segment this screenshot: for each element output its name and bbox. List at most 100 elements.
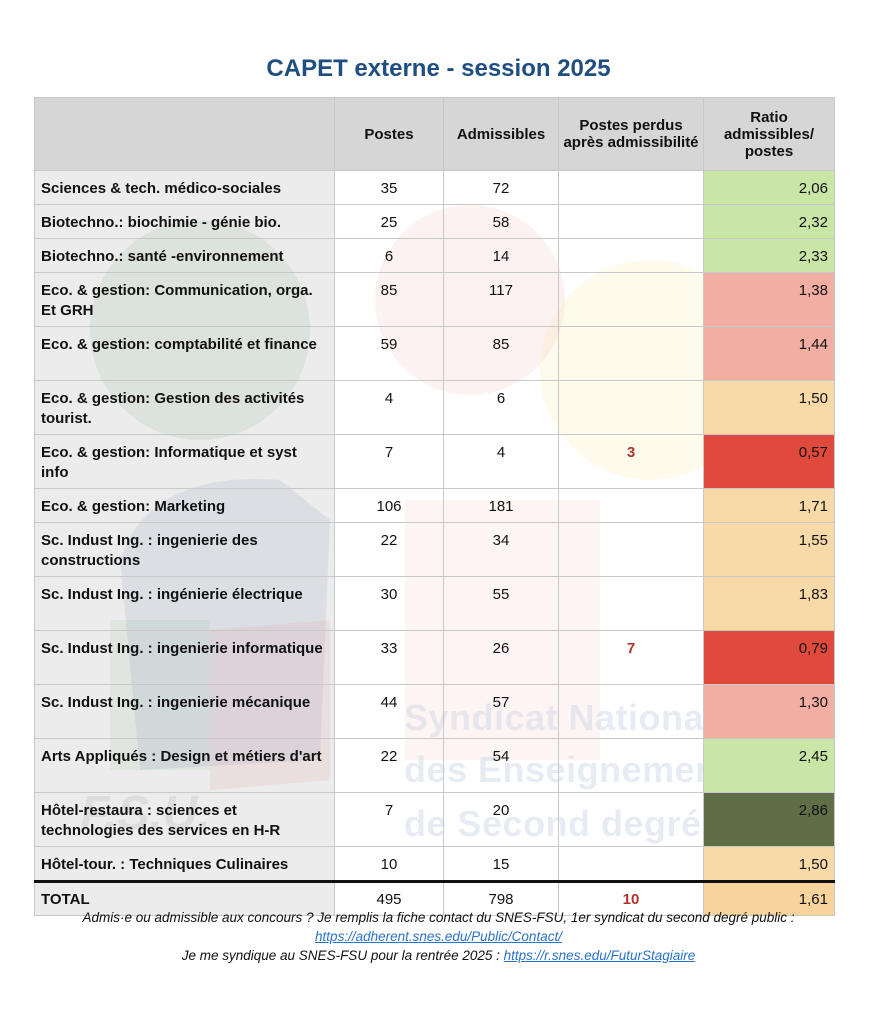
admissibles-cell: 117 <box>443 272 559 327</box>
admissibles-cell: 20 <box>443 792 559 847</box>
header-ratio: Ratio admissibles/ postes <box>703 97 835 171</box>
postes-cell: 106 <box>334 488 444 523</box>
table-row: Sc. Indust Ing. : ingenierie informatiqu… <box>34 630 835 685</box>
admissibles-cell: 34 <box>443 522 559 577</box>
table-row: Sciences & tech. médico-sociales 35 72 2,06 <box>34 170 835 205</box>
postes-perdus-cell <box>558 204 704 239</box>
postes-perdus-cell <box>558 846 704 882</box>
table-row: Eco. & gestion: Informatique et syst inf… <box>34 434 835 489</box>
postes-perdus-cell: 7 <box>558 630 704 685</box>
admissibles-cell: 4 <box>443 434 559 489</box>
row-label: Eco. & gestion: comptabilité et finance <box>34 326 335 381</box>
contact-link[interactable]: https://adherent.snes.edu/Public/Contact… <box>315 929 562 944</box>
ratio-cell: 1,30 <box>703 684 835 739</box>
total-ratio: 1,61 <box>703 880 835 916</box>
postes-cell: 22 <box>334 522 444 577</box>
postes-perdus-cell <box>558 684 704 739</box>
row-label: Sc. Indust Ing. : ingenierie mécanique <box>34 684 335 739</box>
header-admissibles: Admissibles <box>443 97 559 171</box>
ratio-cell: 0,57 <box>703 434 835 489</box>
footer-line-1: Admis·e ou admissible aux concours ? Je … <box>82 910 795 925</box>
total-row: TOTAL 495 798 10 1,61 <box>34 880 835 916</box>
table-row: Biotechno.: santé -environnement 6 14 2,33 <box>34 238 835 273</box>
table-row: Eco. & gestion: Marketing 106 181 1,71 <box>34 488 835 523</box>
postes-cell: 44 <box>334 684 444 739</box>
postes-perdus-cell <box>558 792 704 847</box>
table-row: Eco. & gestion: Gestion des activités to… <box>34 380 835 435</box>
admissibles-cell: 26 <box>443 630 559 685</box>
row-label: Arts Appliqués : Design et métiers d'art <box>34 738 335 793</box>
postes-cell: 30 <box>334 576 444 631</box>
table-row: Eco. & gestion: Communication, orga. Et … <box>34 272 835 327</box>
admissibles-cell: 55 <box>443 576 559 631</box>
footer-note: Admis·e ou admissible aux concours ? Je … <box>0 908 877 965</box>
admissibles-cell: 72 <box>443 170 559 205</box>
admissibles-cell: 15 <box>443 846 559 882</box>
row-label: Eco. & gestion: Marketing <box>34 488 335 523</box>
row-label: Sc. Indust Ing. : ingenierie des constru… <box>34 522 335 577</box>
ratio-cell: 2,06 <box>703 170 835 205</box>
table-row: Sc. Indust Ing. : ingénierie électrique 3… <box>34 576 835 631</box>
row-label: Eco. & gestion: Informatique et syst inf… <box>34 434 335 489</box>
postes-cell: 25 <box>334 204 444 239</box>
syndicate-link[interactable]: https://r.snes.edu/FuturStagiaire <box>503 948 696 963</box>
table-row: Eco. & gestion: comptabilité et finance 5… <box>34 326 835 381</box>
header-postes: Postes <box>334 97 444 171</box>
ratio-cell: 1,50 <box>703 846 835 882</box>
postes-perdus-cell <box>558 488 704 523</box>
ratio-cell: 0,79 <box>703 630 835 685</box>
table-body: Sciences & tech. médico-sociales 35 72 2,06… <box>34 170 835 916</box>
total-label: TOTAL <box>34 880 335 916</box>
postes-cell: 85 <box>334 272 444 327</box>
postes-cell: 35 <box>334 170 444 205</box>
row-label: Biotechno.: biochimie - génie bio. <box>34 204 335 239</box>
ratio-cell: 1,71 <box>703 488 835 523</box>
admissibles-cell: 54 <box>443 738 559 793</box>
postes-cell: 7 <box>334 434 444 489</box>
admissibles-cell: 58 <box>443 204 559 239</box>
admissibles-cell: 6 <box>443 380 559 435</box>
postes-perdus-cell <box>558 238 704 273</box>
ratio-cell: 2,86 <box>703 792 835 847</box>
footer-line-3: Je me syndique au SNES-FSU pour la rentr… <box>181 948 504 963</box>
postes-cell: 6 <box>334 238 444 273</box>
postes-cell: 22 <box>334 738 444 793</box>
row-label: Hôtel-tour. : Techniques Culinaires <box>34 846 335 882</box>
row-label: Hôtel-restaura : sciences et technologie… <box>34 792 335 847</box>
table-row: Hôtel-restaura : sciences et technologie… <box>34 792 835 847</box>
admissibles-cell: 181 <box>443 488 559 523</box>
postes-cell: 59 <box>334 326 444 381</box>
ratio-cell: 1,38 <box>703 272 835 327</box>
row-label: Eco. & gestion: Communication, orga. Et … <box>34 272 335 327</box>
table-header-row: Postes Admissibles Postes perdus après a… <box>34 97 835 171</box>
ratio-cell: 2,45 <box>703 738 835 793</box>
ratio-cell: 1,83 <box>703 576 835 631</box>
ratio-cell: 2,32 <box>703 204 835 239</box>
row-label: Eco. & gestion: Gestion des activités to… <box>34 380 335 435</box>
postes-perdus-cell <box>558 326 704 381</box>
row-label: Sc. Indust Ing. : ingénierie électrique <box>34 576 335 631</box>
postes-perdus-cell <box>558 576 704 631</box>
postes-cell: 7 <box>334 792 444 847</box>
table-row: Hôtel-tour. : Techniques Culinaires 10 15 1… <box>34 846 835 882</box>
postes-perdus-cell <box>558 380 704 435</box>
row-label: Sc. Indust Ing. : ingenierie informatiqu… <box>34 630 335 685</box>
postes-perdus-cell <box>558 738 704 793</box>
row-label: Sciences & tech. médico-sociales <box>34 170 335 205</box>
postes-perdus-cell <box>558 170 704 205</box>
header-label-col <box>34 97 335 171</box>
table-row: Biotechno.: biochimie - génie bio. 25 58 2,… <box>34 204 835 239</box>
postes-cell: 33 <box>334 630 444 685</box>
postes-perdus-cell <box>558 522 704 577</box>
admissibles-cell: 14 <box>443 238 559 273</box>
admissibles-cell: 57 <box>443 684 559 739</box>
ratio-cell: 2,33 <box>703 238 835 273</box>
postes-cell: 10 <box>334 846 444 882</box>
capet-results-table: Postes Admissibles Postes perdus après a… <box>34 97 835 916</box>
page-title: CAPET externe - session 2025 <box>266 55 611 82</box>
total-postes-perdus: 10 <box>558 880 704 916</box>
admissibles-cell: 85 <box>443 326 559 381</box>
row-label: Biotechno.: santé -environnement <box>34 238 335 273</box>
header-postes-perdus: Postes perdus après admissibilité <box>558 97 704 171</box>
total-admissibles: 798 <box>443 880 559 916</box>
